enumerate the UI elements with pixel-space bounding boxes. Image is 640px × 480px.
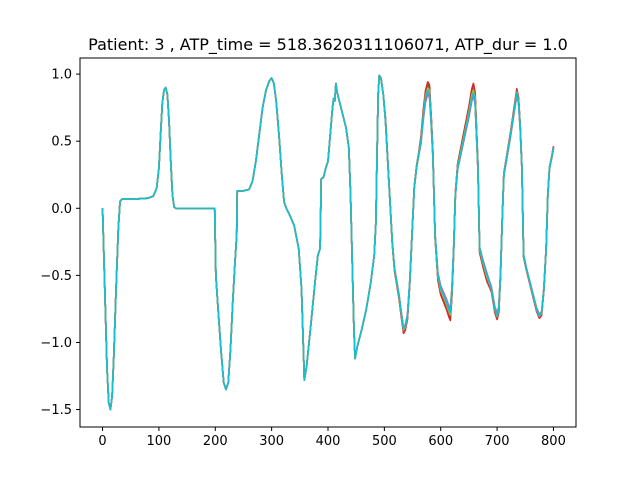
plot-frame [79, 57, 577, 428]
x-tick-label: 700 [485, 434, 510, 449]
x-axis: 0 100 200 300 400 500 600 700 800 [98, 427, 566, 449]
x-tick-label: 200 [203, 434, 228, 449]
y-tick-label: 0.5 [51, 135, 72, 150]
y-tick-label: −1.0 [40, 336, 72, 351]
x-tick-label: 500 [372, 434, 397, 449]
x-tick-label: 300 [259, 434, 284, 449]
series-line-10 [101, 74, 555, 411]
series-layer [101, 74, 555, 411]
y-tick-label: −1.5 [40, 403, 72, 418]
x-tick-label: 600 [428, 434, 453, 449]
y-tick-label: 1.0 [51, 68, 72, 83]
chart-title: Patient: 3 , ATP_time = 518.362031110607… [88, 35, 568, 55]
y-axis: −1.5 −1.0 −0.5 0.0 0.5 1.0 [40, 68, 80, 418]
x-tick-label: 400 [316, 434, 341, 449]
y-tick-label: 0.0 [51, 202, 72, 217]
y-tick-label: −0.5 [40, 269, 72, 284]
x-tick-label: 800 [541, 434, 566, 449]
x-tick-label: 0 [98, 434, 106, 449]
x-tick-label: 100 [146, 434, 171, 449]
